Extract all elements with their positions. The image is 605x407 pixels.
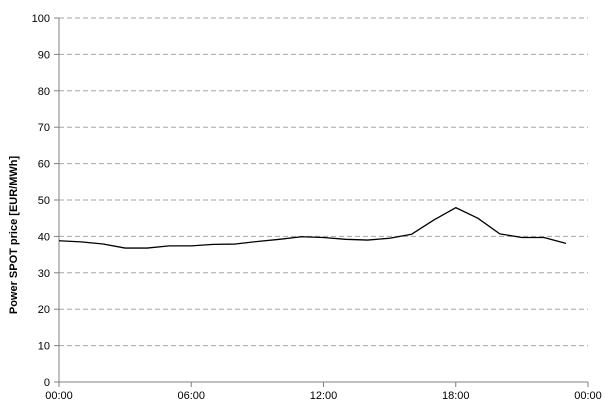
y-tick-label: 60 (38, 159, 50, 171)
x-tick-label: 06:00 (177, 390, 205, 402)
y-tick-label: 80 (38, 86, 50, 98)
y-tick-label: 100 (32, 13, 50, 25)
y-axis-label: Power SPOT price [EUR/MWh] (8, 156, 20, 315)
x-tick-label: 00:00 (574, 390, 602, 402)
series-line (58, 206, 567, 249)
y-tick-label: 70 (38, 122, 50, 134)
y-tick-label: 10 (38, 341, 50, 353)
x-axis-ticks: 00:00 06:00 12:00 18:00 00:00 (45, 382, 602, 402)
x-tick-label: 18:00 (442, 390, 470, 402)
x-tick-label: 00:00 (45, 390, 73, 402)
x-tick-label: 12:00 (310, 390, 338, 402)
series-layer (58, 206, 567, 249)
y-tick-label: 50 (38, 195, 50, 207)
y-tick-label: 30 (38, 268, 50, 280)
y-tick-label: 90 (38, 49, 50, 61)
gridlines (59, 17, 588, 347)
y-tick-label: 40 (38, 231, 50, 243)
y-axis-ticks: 0 10 20 30 40 50 60 70 80 90 100 (32, 13, 59, 389)
y-tick-label: 20 (38, 304, 50, 316)
y-tick-label: 0 (44, 377, 50, 389)
